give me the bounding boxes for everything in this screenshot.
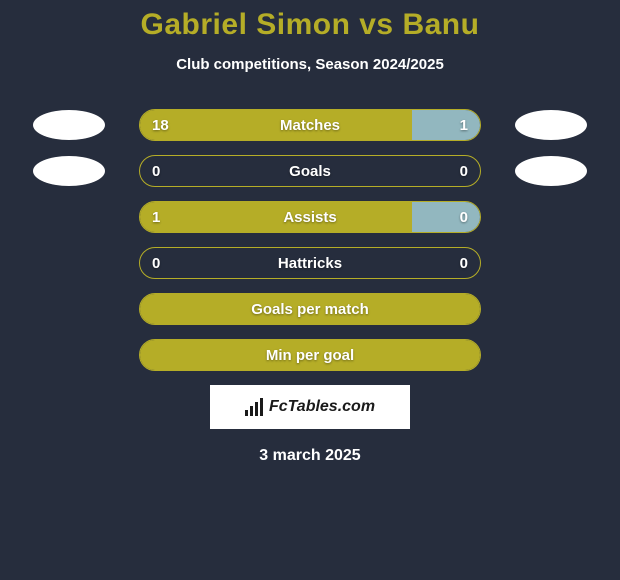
stat-label: Hattricks [140, 248, 480, 278]
subtitle: Club competitions, Season 2024/2025 [0, 56, 620, 73]
stat-label: Min per goal [140, 340, 480, 370]
player-right-avatar [515, 156, 587, 186]
page-title: Gabriel Simon vs Banu [0, 8, 620, 42]
stat-row: 00Hattricks [0, 247, 620, 279]
player-left-avatar [33, 110, 105, 140]
stat-label: Goals per match [140, 294, 480, 324]
player-left-avatar [33, 156, 105, 186]
stat-bar: 181Matches [139, 109, 481, 141]
stat-bar: 00Hattricks [139, 247, 481, 279]
stat-row: 181Matches [0, 109, 620, 141]
stat-label: Matches [140, 110, 480, 140]
stat-row: Goals per match [0, 293, 620, 325]
stat-label: Assists [140, 202, 480, 232]
stat-row: 10Assists [0, 201, 620, 233]
fctables-badge[interactable]: FcTables.com [210, 385, 410, 429]
stats-chart: 181Matches 00Goals 10Assists 00Hattricks Goa… [0, 109, 620, 371]
logo-bars-icon [245, 398, 263, 416]
stat-row: Min per goal [0, 339, 620, 371]
stat-row: 00Goals [0, 155, 620, 187]
comparison-widget: Gabriel Simon vs Banu Club competitions,… [0, 0, 620, 580]
stat-bar: Min per goal [139, 339, 481, 371]
player-right-avatar [515, 110, 587, 140]
stat-bar: Goals per match [139, 293, 481, 325]
badge-text: FcTables.com [269, 398, 375, 416]
stat-bar: 00Goals [139, 155, 481, 187]
date-label: 3 march 2025 [0, 447, 620, 465]
fctables-logo: FcTables.com [245, 398, 375, 416]
stat-label: Goals [140, 156, 480, 186]
stat-bar: 10Assists [139, 201, 481, 233]
